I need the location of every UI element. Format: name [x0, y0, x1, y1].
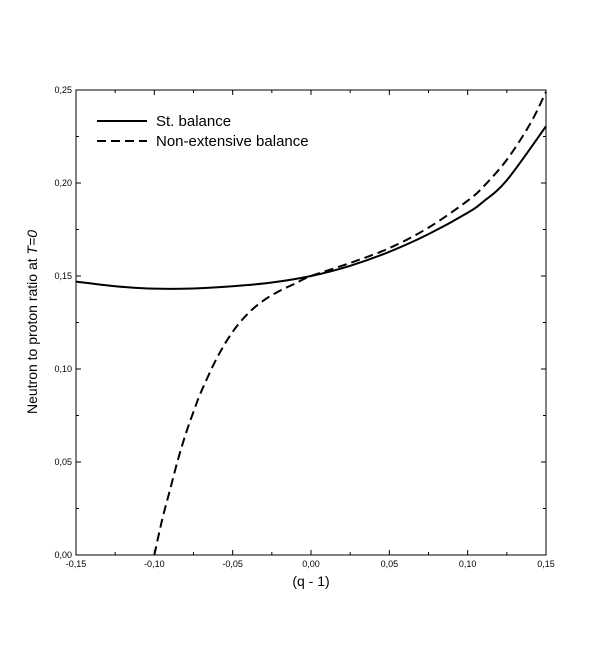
y-tick-label: 0,15	[54, 271, 72, 281]
y-tick-label: 0,05	[54, 457, 72, 467]
series-lines	[75, 91, 547, 556]
plot-frame	[75, 89, 547, 556]
legend-label-non-extensive: Non-extensive balance	[156, 133, 309, 150]
legend: St. balance Non-extensive balance	[97, 113, 309, 150]
y-tick-label: 0,00	[54, 550, 72, 560]
x-axis-title: (q - 1)	[292, 573, 329, 589]
y-axis-title-italic: T=0	[24, 230, 40, 255]
y-axis-title: Neutron to proton ratio at T=0	[24, 230, 40, 414]
y-axis-title-main: Neutron to proton ratio at	[24, 254, 40, 414]
x-tick-label: 0,05	[381, 559, 399, 569]
tick-labels: -0,15 -0,10 -0,05 0,00 0,05 0,10 0,15 0,00 0,05 0…	[54, 85, 554, 569]
x-tick-label: 0,15	[537, 559, 555, 569]
legend-label-st-balance: St. balance	[156, 113, 231, 130]
x-tick-label: -0,10	[144, 559, 165, 569]
x-tick-label: 0,10	[459, 559, 477, 569]
y-tick-label: 0,25	[54, 85, 72, 95]
x-tick-label: 0,00	[302, 559, 320, 569]
x-tick-label: -0,05	[222, 559, 243, 569]
x-tick-label: -0,15	[66, 559, 87, 569]
series-line-st-balance	[75, 125, 547, 290]
series-line-non-extensive-balance	[153, 91, 547, 556]
y-tick-label: 0,20	[54, 178, 72, 188]
ticks	[75, 89, 547, 556]
y-tick-label: 0,10	[54, 364, 72, 374]
